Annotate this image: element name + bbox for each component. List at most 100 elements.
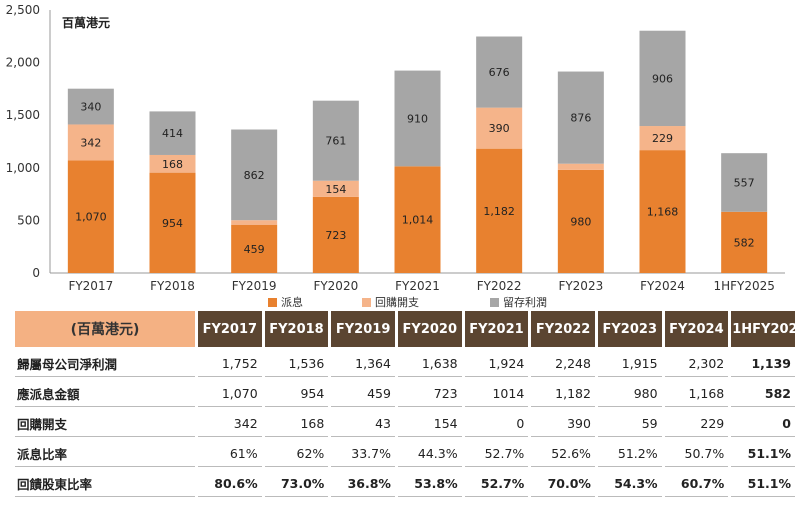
table-row: 應派息金額 1,070 954 459 723 1014 1,182 980 1,168 582 [15, 380, 795, 407]
table-cell: 52.7% [464, 470, 529, 497]
table-cell: 36.8% [331, 470, 395, 497]
data-label: 340 [80, 101, 101, 114]
x-tick-label: FY2019 [232, 279, 277, 293]
data-label: 1,168 [647, 206, 679, 219]
table-cell: 1014 [464, 380, 529, 407]
unit-label: 百萬港元 [62, 16, 111, 30]
x-tick-label: FY2023 [558, 279, 603, 293]
table-cell: 60.7% [664, 470, 729, 497]
bar-segment [231, 224, 278, 273]
table-cell: 723 [397, 380, 462, 407]
x-tick-label: 1HFY2025 [713, 279, 774, 293]
chart-legend: 派息 回購開支 留存利潤 [0, 294, 800, 310]
table-cell: 0 [731, 410, 795, 437]
data-label: 910 [407, 112, 428, 125]
y-tick-label: 0 [32, 266, 40, 280]
table-cell: 390 [531, 410, 595, 437]
x-tick-label: FY2021 [395, 279, 440, 293]
legend-swatch [268, 297, 277, 307]
data-label: 390 [489, 122, 510, 135]
table-row-label: 回饋股東比率 [15, 470, 195, 497]
table-cell: 1,924 [464, 350, 529, 377]
bar-segment [476, 148, 523, 273]
table-cell: 1,168 [664, 380, 729, 407]
table-corner-header: (百萬港元) [15, 311, 195, 347]
bar-segment [394, 166, 441, 273]
table-cell: 1,182 [531, 380, 595, 407]
table-column-header: FY2018 [264, 311, 329, 347]
table-cell: 459 [331, 380, 395, 407]
table-cell: 1,915 [597, 350, 662, 377]
table-column-header: 1HFY2025 [731, 311, 800, 347]
data-label: 906 [652, 72, 673, 85]
table-cell: 51.1% [731, 440, 795, 467]
table-column-header: FY2024 [664, 311, 729, 347]
table-cell: 954 [264, 380, 329, 407]
table-cell: 80.6% [198, 470, 262, 497]
data-label: 862 [244, 169, 265, 182]
data-label: 980 [570, 215, 591, 228]
data-label: 761 [325, 135, 346, 148]
table-row-label: 歸屬母公司淨利潤 [15, 350, 195, 377]
bar-segment [149, 111, 196, 155]
data-label: 723 [325, 229, 346, 242]
table-cell: 1,638 [397, 350, 462, 377]
x-tick-label: FY2024 [640, 279, 685, 293]
table-column-header: FY2022 [531, 311, 595, 347]
bar-segment [149, 172, 196, 273]
table-cell: 1,070 [198, 380, 262, 407]
table-column-header: FY2021 [464, 311, 529, 347]
table-cell: 54.3% [597, 470, 662, 497]
data-label: 676 [489, 66, 510, 79]
data-label: 1,070 [75, 211, 107, 224]
y-tick-label: 2,500 [6, 3, 40, 17]
table-cell: 61% [198, 440, 262, 467]
table-row-label: 應派息金額 [15, 380, 195, 407]
bar-segment [231, 220, 278, 225]
table-column-header: FY2019 [331, 311, 395, 347]
bar-segment [721, 153, 768, 212]
x-tick-label: FY2022 [477, 279, 522, 293]
bar-segment [67, 160, 114, 273]
table-row: 派息比率 61% 62% 33.7% 44.3% 52.7% 52.6% 51.2% 50.7%… [15, 440, 795, 467]
table-header-row: (百萬港元) FY2017 FY2018 FY2019 FY2020 FY2021 FY2… [15, 311, 800, 347]
legend-item: 留存利潤 [490, 294, 547, 310]
bar-segment [312, 100, 359, 181]
data-label: 954 [162, 217, 183, 230]
table-cell: 168 [264, 410, 329, 437]
bar-segment [639, 150, 686, 273]
table-cell: 0 [464, 410, 529, 437]
bar-segment [67, 88, 114, 125]
legend-item: 派息 [268, 294, 303, 310]
bar-segment [394, 70, 441, 167]
x-tick-label: FY2018 [150, 279, 195, 293]
x-tick-label: FY2020 [313, 279, 358, 293]
table-cell: 62% [264, 440, 329, 467]
y-tick-label: 2,000 [6, 56, 40, 70]
table-cell: 1,364 [331, 350, 395, 377]
data-label: 414 [162, 127, 183, 140]
table-cell: 51.1% [731, 470, 795, 497]
table-row-label: 回購開支 [15, 410, 195, 437]
table-cell: 154 [397, 410, 462, 437]
table-cell: 53.8% [397, 470, 462, 497]
bar-segment [476, 107, 523, 149]
table-cell: 2,302 [664, 350, 729, 377]
legend-label: 派息 [281, 296, 303, 309]
data-label: 876 [570, 112, 591, 125]
bar-segment [639, 30, 686, 127]
data-label: 1,182 [483, 205, 515, 218]
table-cell: 342 [198, 410, 262, 437]
legend-swatch [490, 297, 499, 307]
bar-segment [557, 71, 604, 164]
table-cell: 582 [731, 380, 795, 407]
bar-segment [721, 211, 768, 273]
y-tick-label: 1,500 [6, 108, 40, 122]
table-column-header: FY2017 [198, 311, 262, 347]
legend-label: 留存利潤 [503, 296, 547, 309]
table-row: 歸屬母公司淨利潤 1,752 1,536 1,364 1,638 1,924 2,248 1,… [15, 350, 795, 377]
bar-segment [476, 36, 523, 108]
legend-swatch [362, 297, 371, 307]
table-cell: 70.0% [531, 470, 595, 497]
data-label: 557 [734, 176, 755, 189]
